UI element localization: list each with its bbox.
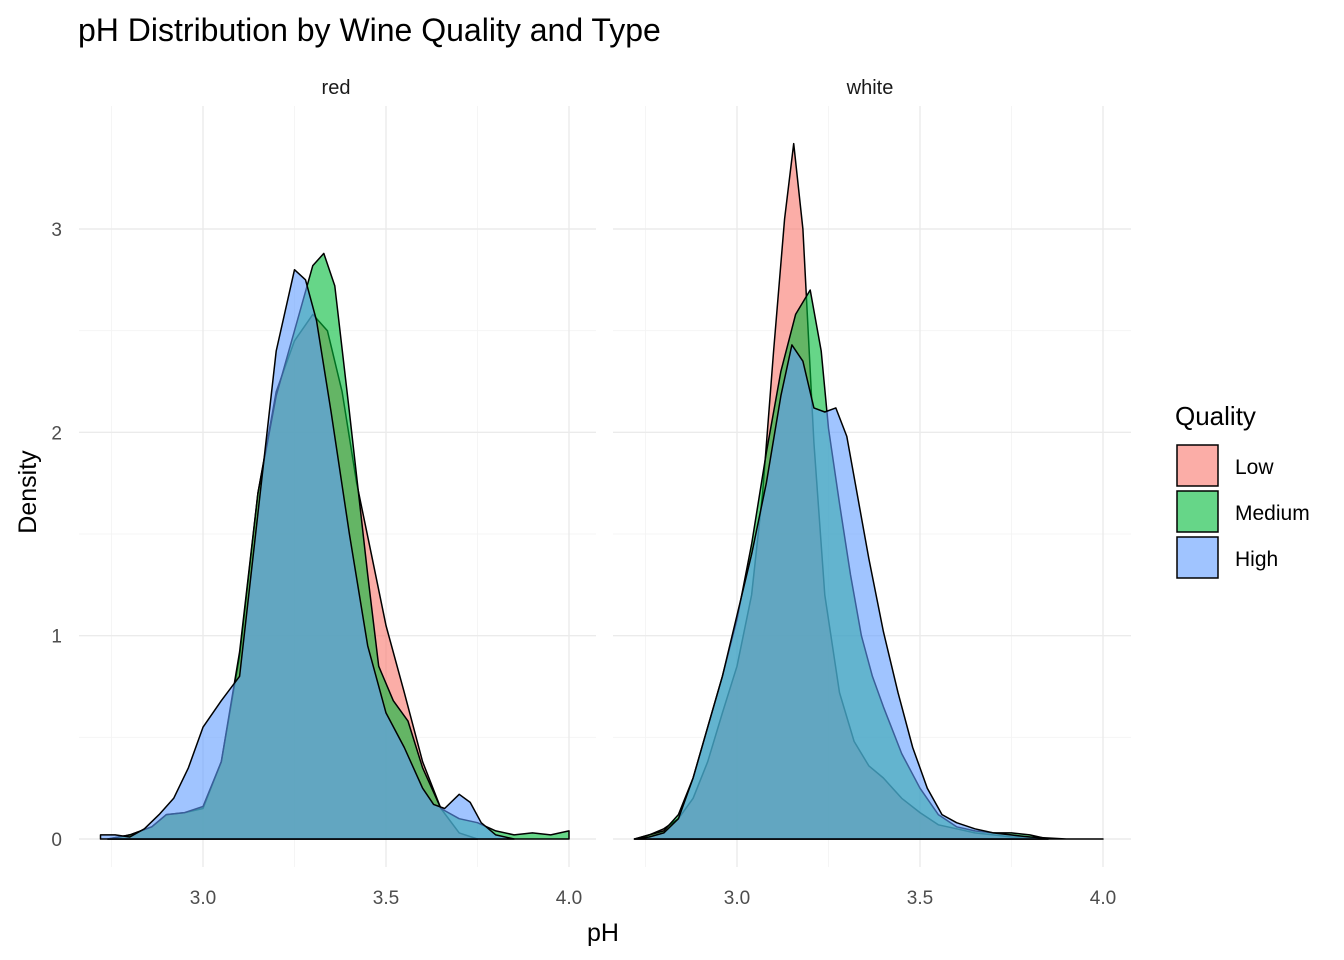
x-tick-label: 3.5 [907,888,933,909]
legend-label-medium: Medium [1235,502,1310,525]
x-tick-label: 3.0 [190,888,216,909]
legend-key-high [1176,536,1219,579]
y-tick-label: 2 [51,423,62,444]
y-tick-label: 0 [51,830,62,851]
facet-strip-label-white: white [846,77,894,99]
x-axis-title: pH [587,919,619,947]
x-axis-ticks: 3.0 3.5 4.0 3.0 3.5 4.0 [190,888,1116,909]
x-tick-label: 4.0 [556,888,582,909]
legend-key-low [1176,444,1219,487]
density-area-red-high [99,268,515,840]
chart-title: pH Distribution by Wine Quality and Type [78,12,661,48]
legend-title: Quality [1175,401,1256,431]
x-tick-label: 3.0 [724,888,750,909]
legend-key-medium [1176,490,1219,533]
x-tick-label: 4.0 [1090,888,1116,909]
legend-label-low: Low [1235,456,1274,479]
legend: Quality Low Medium High [1175,401,1310,579]
facet-strip-label-red: red [322,77,351,99]
y-axis-title: Density [14,450,42,534]
y-tick-label: 3 [51,220,62,241]
y-axis-ticks: 0 1 2 3 [51,220,62,851]
density-area-white-high [633,344,1104,840]
legend-label-high: High [1235,548,1278,571]
y-tick-label: 1 [51,627,62,648]
x-tick-label: 3.5 [373,888,399,909]
facet-panel-white: white [613,77,1131,867]
facet-panel-red: red [79,77,596,867]
